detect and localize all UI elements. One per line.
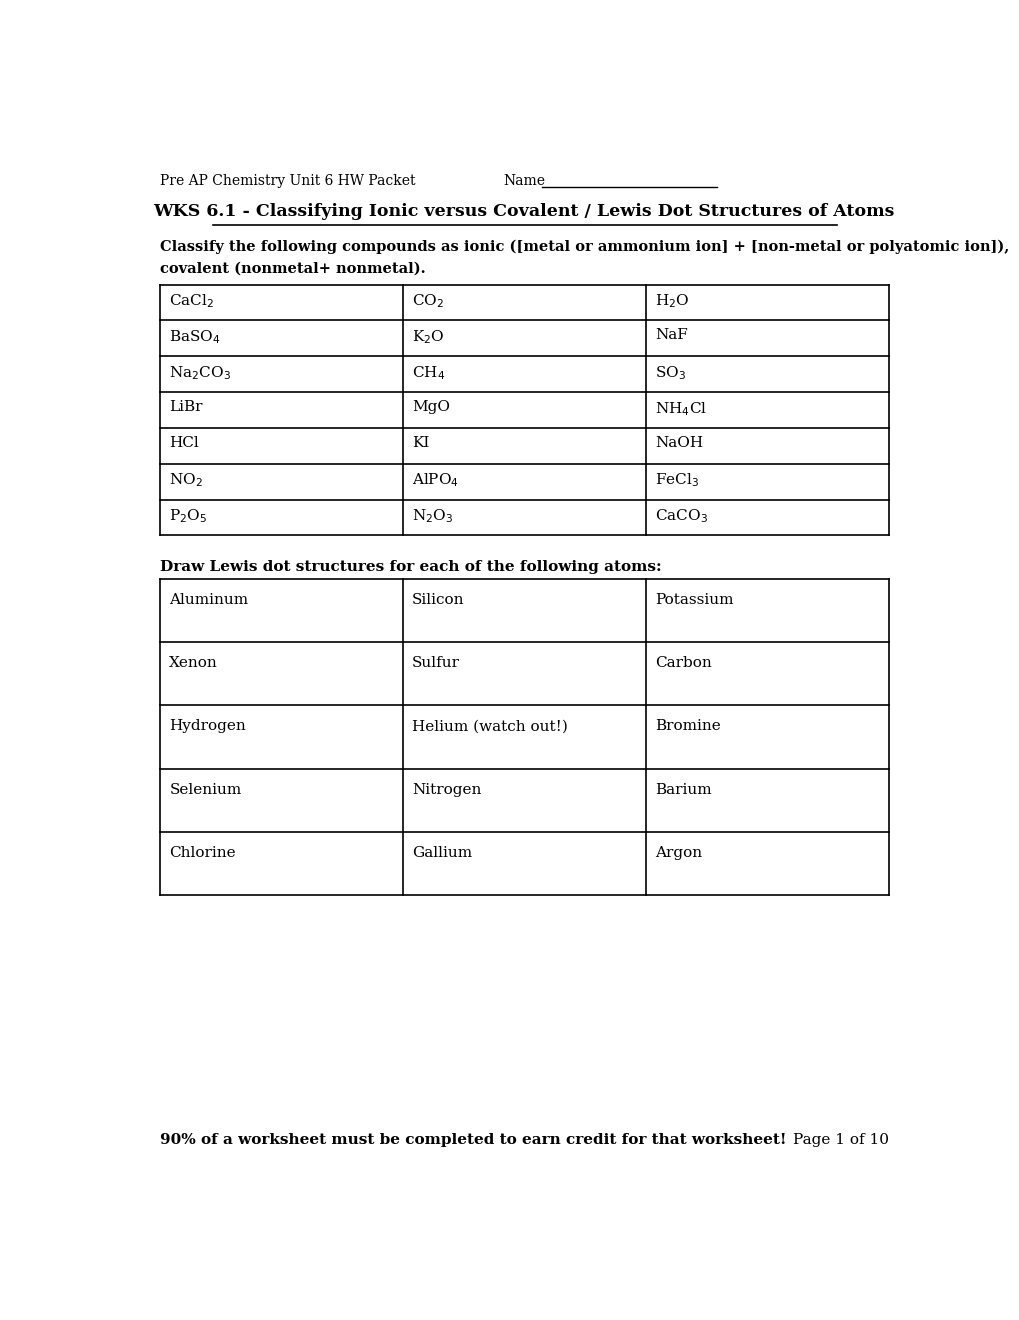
Text: Silicon: Silicon: [412, 593, 465, 607]
Text: FeCl$_3$: FeCl$_3$: [654, 471, 698, 490]
Text: CO$_2$: CO$_2$: [412, 293, 443, 310]
Text: NaOH: NaOH: [654, 436, 702, 450]
Text: Bromine: Bromine: [654, 719, 720, 734]
Text: HCl: HCl: [169, 436, 199, 450]
Text: CaCO$_3$: CaCO$_3$: [654, 507, 707, 525]
Text: Sulfur: Sulfur: [412, 656, 460, 671]
Text: BaSO$_4$: BaSO$_4$: [169, 329, 221, 346]
Text: Selenium: Selenium: [169, 783, 242, 796]
Text: Name: Name: [503, 174, 545, 187]
Text: NO$_2$: NO$_2$: [169, 471, 203, 490]
Text: Potassium: Potassium: [654, 593, 733, 607]
Text: Na$_2$CO$_3$: Na$_2$CO$_3$: [169, 364, 231, 381]
Text: MgO: MgO: [412, 400, 449, 414]
Text: 90% of a worksheet must be completed to earn credit for that worksheet!: 90% of a worksheet must be completed to …: [160, 1133, 786, 1147]
Text: CaCl$_2$: CaCl$_2$: [169, 293, 214, 310]
Text: N$_2$O$_3$: N$_2$O$_3$: [412, 507, 453, 525]
Text: Barium: Barium: [654, 783, 711, 796]
Text: Pre AP Chemistry Unit 6 HW Packet: Pre AP Chemistry Unit 6 HW Packet: [160, 174, 415, 187]
Text: KI: KI: [412, 436, 429, 450]
Text: Hydrogen: Hydrogen: [169, 719, 246, 734]
Text: SO$_3$: SO$_3$: [654, 364, 686, 381]
Text: LiBr: LiBr: [169, 400, 203, 414]
Text: NaF: NaF: [654, 329, 687, 342]
Text: Argon: Argon: [654, 846, 701, 859]
Text: P$_2$O$_5$: P$_2$O$_5$: [169, 507, 207, 525]
Text: Draw Lewis dot structures for each of the following atoms:: Draw Lewis dot structures for each of th…: [160, 560, 661, 574]
Text: Chlorine: Chlorine: [169, 846, 235, 859]
Text: NH$_4$Cl: NH$_4$Cl: [654, 400, 706, 417]
Text: H$_2$O: H$_2$O: [654, 293, 689, 310]
Text: Xenon: Xenon: [169, 656, 218, 671]
Text: Classify the following compounds as ionic ([metal or ammonium ion] + [non-metal : Classify the following compounds as ioni…: [160, 240, 1009, 255]
Text: Nitrogen: Nitrogen: [412, 783, 481, 796]
Text: WKS 6.1 - Classifying Ionic versus Covalent / Lewis Dot Structures of Atoms: WKS 6.1 - Classifying Ionic versus Coval…: [154, 203, 894, 220]
Text: CH$_4$: CH$_4$: [412, 364, 445, 381]
Text: Gallium: Gallium: [412, 846, 472, 859]
Text: Aluminum: Aluminum: [169, 593, 249, 607]
Text: Helium (watch out!): Helium (watch out!): [412, 719, 568, 734]
Text: Page 1 of 10: Page 1 of 10: [792, 1133, 888, 1147]
Text: covalent (nonmetal+ nonmetal).: covalent (nonmetal+ nonmetal).: [160, 261, 425, 276]
Text: Carbon: Carbon: [654, 656, 711, 671]
Text: AlPO$_4$: AlPO$_4$: [412, 471, 459, 490]
Text: K$_2$O: K$_2$O: [412, 329, 444, 346]
